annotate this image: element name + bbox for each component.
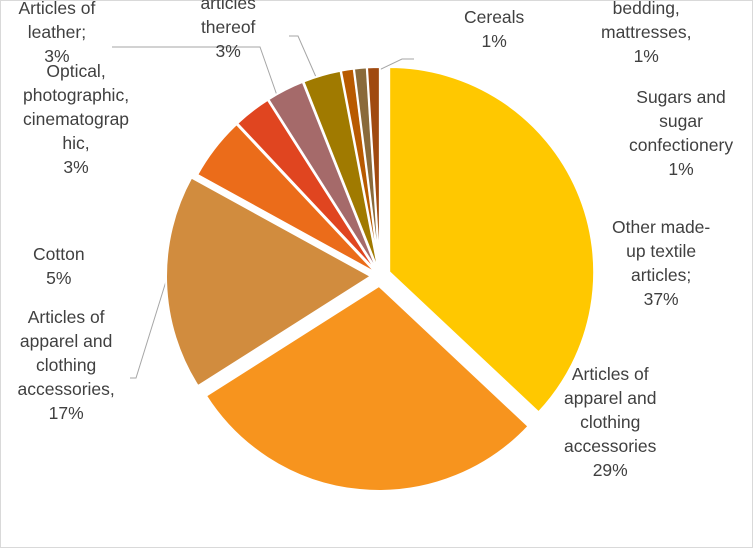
slice-label-line: confectionery: [629, 135, 734, 155]
slice-label-line: bedding,: [612, 0, 680, 18]
slice-label-line: Articles of: [27, 307, 105, 327]
slice-label-line: hic,: [62, 133, 90, 153]
slice-label-line: 1%: [633, 46, 659, 66]
slice-label: Sugars and sugar confectionery 1%: [629, 85, 733, 181]
slice-label: Plastics andarticlesthereof3%: [181, 0, 275, 63]
slice-label-line: Sugars and: [636, 87, 726, 107]
slice-label-line: accessories,: [17, 379, 115, 399]
slice-label-line: accessories: [564, 436, 657, 456]
pie-slices: [165, 65, 596, 492]
slice-label-line: 3%: [215, 41, 241, 61]
slice-label: Cereals 1%: [464, 5, 524, 53]
leader-lines: [112, 35, 414, 379]
slice-label-line: cinematograp: [23, 109, 130, 129]
slice-label-line: sugar: [659, 111, 703, 131]
slice-label-line: articles;: [630, 265, 692, 285]
slice-label-line: 1%: [481, 31, 507, 51]
slice-label: Articles of apparel and clothing accessorie…: [564, 362, 656, 482]
slice-label: Furniture;bedding,mattresses,1%: [601, 0, 691, 68]
slice-label: Cotton 5%: [33, 242, 85, 290]
slice-label-line: 37%: [643, 289, 679, 309]
slice-label: Optical, photographic, cinematograp hic, 3%: [23, 59, 129, 179]
leader-line: [376, 58, 414, 72]
slice-label-line: Other made-: [612, 217, 711, 237]
leader-line: [112, 46, 281, 105]
pie-slice: [165, 176, 373, 388]
slice-label-line: apparel and: [19, 331, 113, 351]
slice-label-line: 1%: [668, 159, 694, 179]
slice-label-line: Articles of: [571, 364, 649, 384]
slice-label: Other made-up textile articles; 37%: [612, 215, 710, 311]
slice-label-line: mattresses,: [601, 22, 692, 42]
slice-label-line: thereof: [200, 17, 256, 37]
slice-label-line: clothing: [580, 412, 641, 432]
slice-label-line: 3%: [63, 157, 89, 177]
slice-label-line: photographic,: [23, 85, 130, 105]
pie-slice: [204, 284, 530, 492]
slice-label-line: Optical,: [46, 61, 106, 81]
slice-label-line: apparel and: [564, 388, 657, 408]
pie-slice: [365, 65, 381, 273]
slice-label-line: clothing: [35, 355, 97, 375]
slice-label-line: Articles of: [18, 0, 96, 18]
slice-label: Articles of leather; 3%: [19, 0, 96, 68]
slice-label-line: 5%: [46, 268, 72, 288]
slice-label-line: 29%: [592, 460, 628, 480]
pie-slice: [195, 122, 378, 275]
slice-label-line: 17%: [48, 403, 84, 423]
slice-label-line: 3%: [44, 46, 70, 66]
slice-label-line: up textile: [626, 241, 697, 261]
leader-line: [130, 261, 173, 379]
slice-label-line: leather;: [27, 22, 87, 42]
slice-label-line: Cotton: [33, 244, 85, 264]
slice-label-line: articles: [200, 0, 256, 13]
pie-slice: [388, 66, 596, 414]
leader-line: [289, 35, 317, 78]
slice-label: Articles of apparel and clothing accessorie…: [18, 305, 115, 425]
slice-label-line: Cereals: [464, 7, 525, 27]
